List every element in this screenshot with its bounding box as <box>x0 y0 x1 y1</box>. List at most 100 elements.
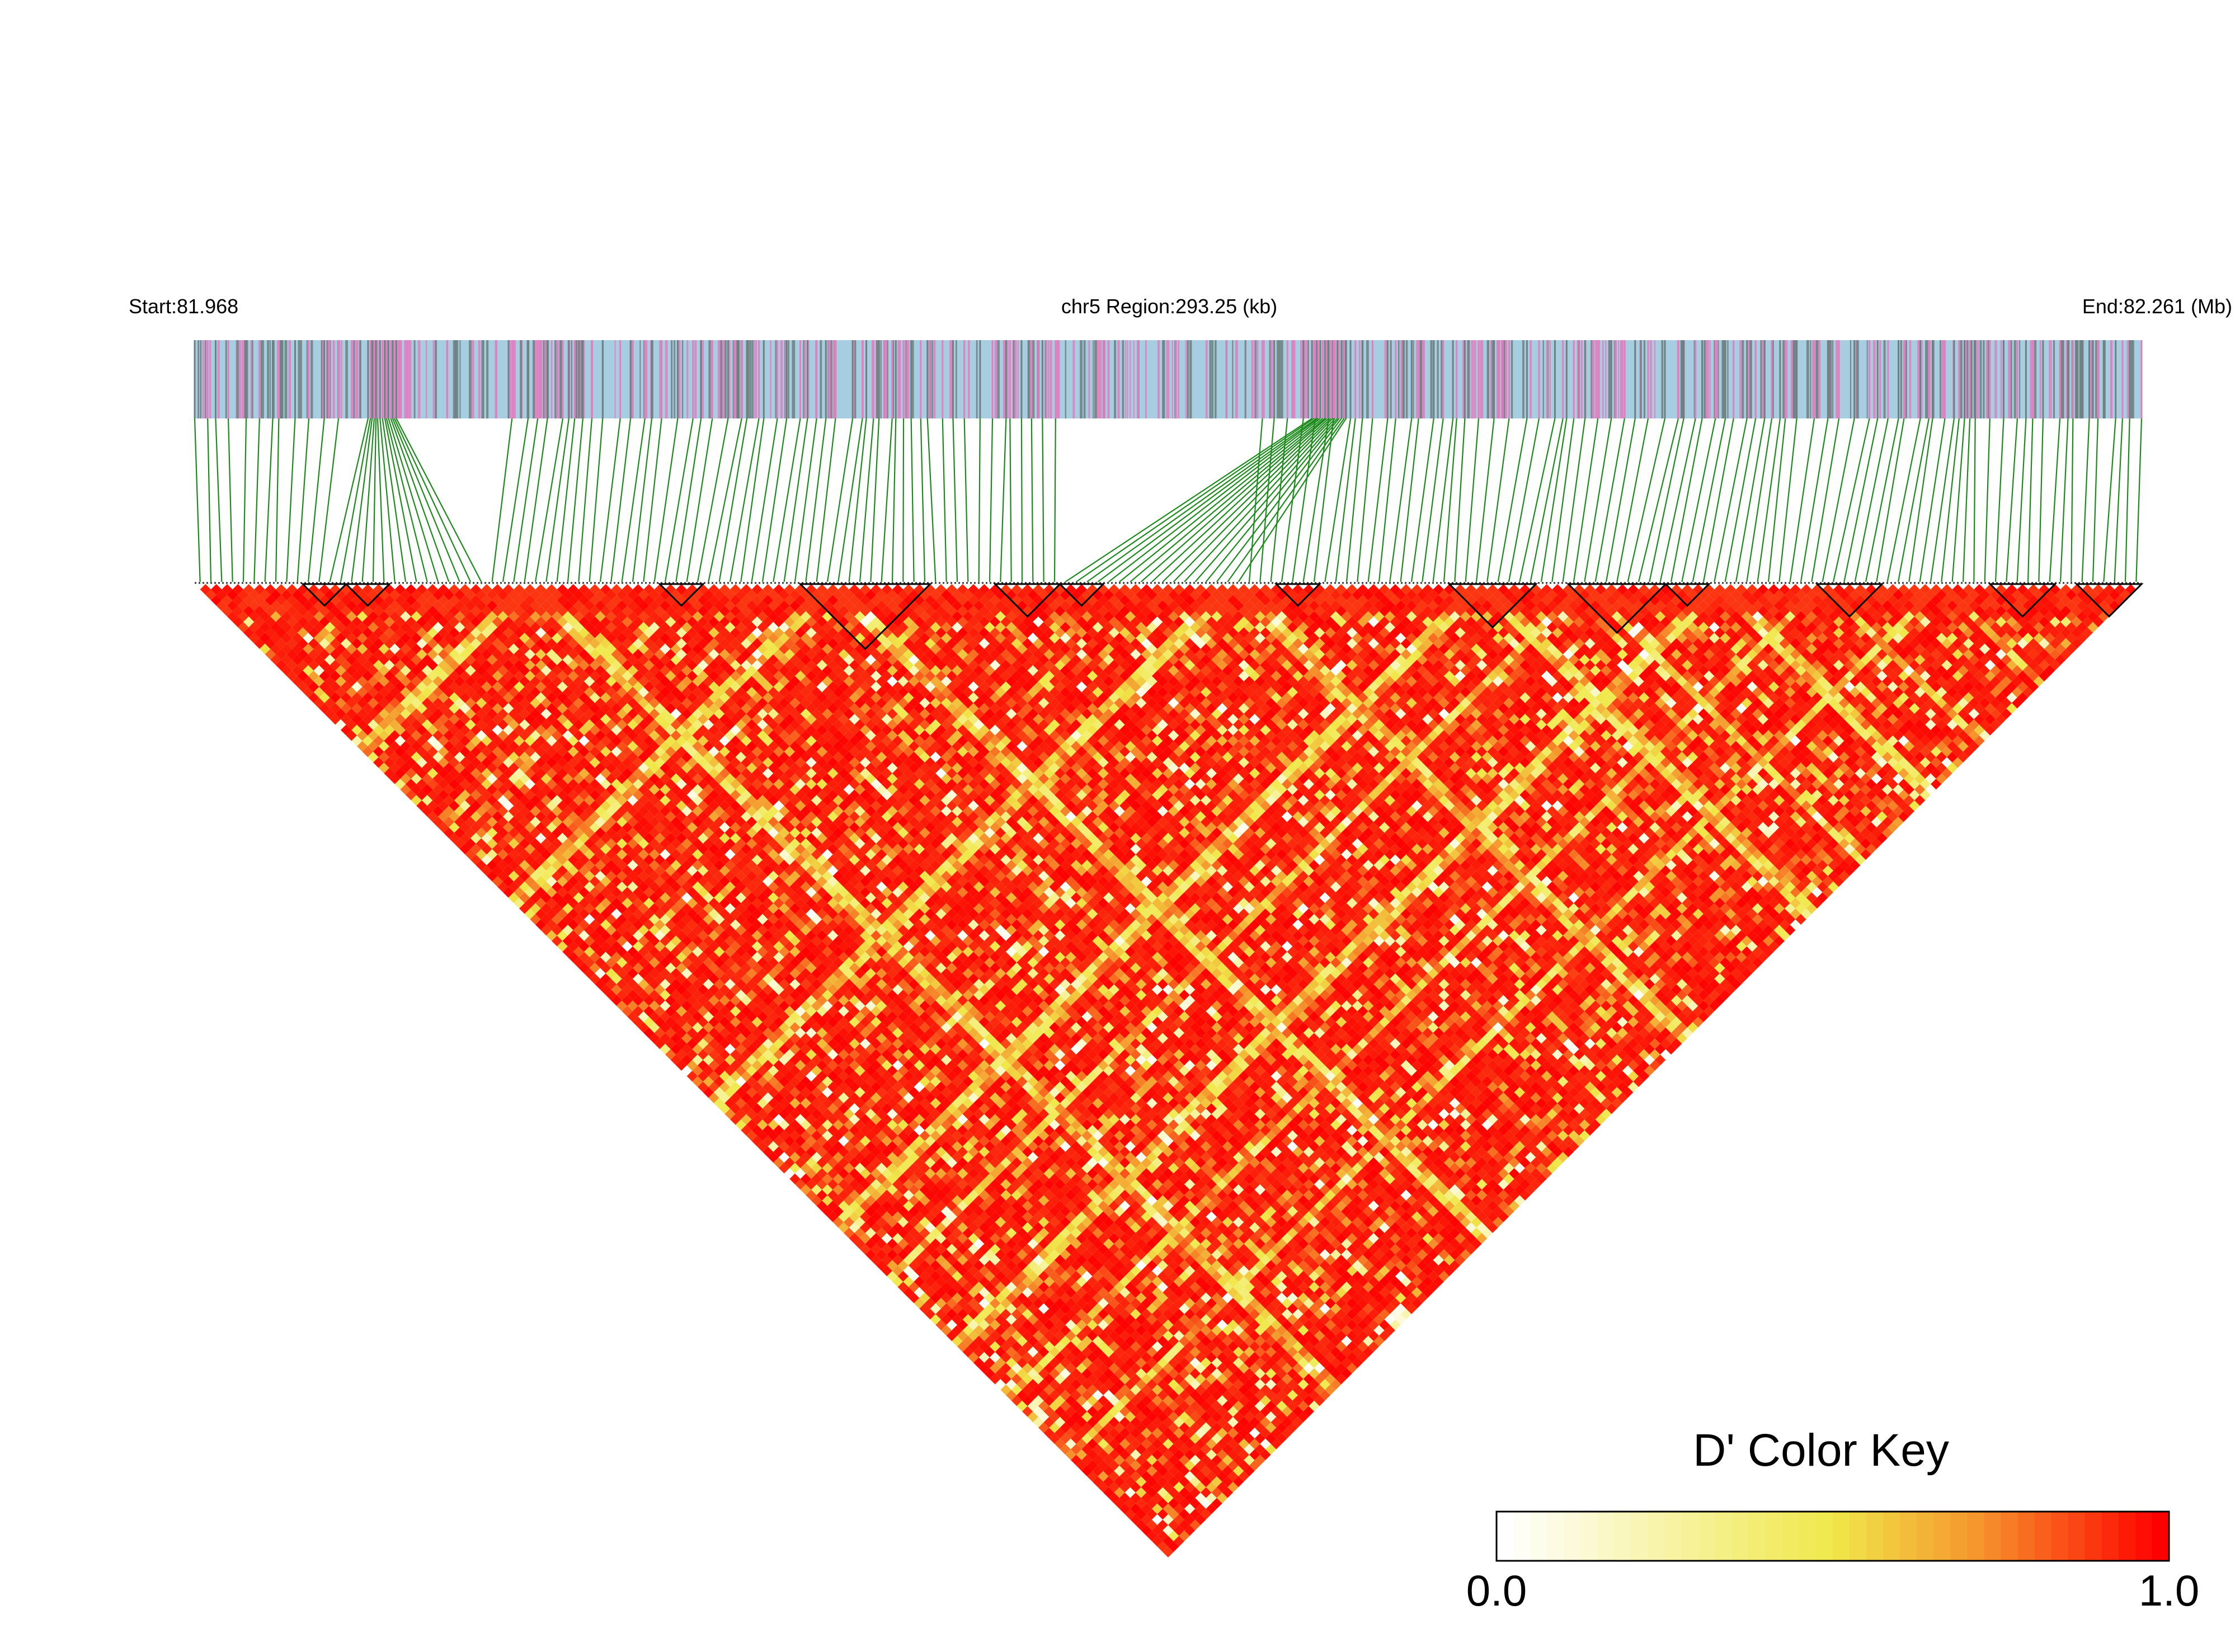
ld-cell <box>968 1352 979 1363</box>
ld-cell <box>286 627 298 638</box>
ld-cell <box>968 1319 979 1330</box>
ld-cell <box>378 730 389 741</box>
ld-cell <box>600 952 611 963</box>
ld-cell <box>589 919 600 930</box>
ld-cell <box>995 1347 1006 1358</box>
ld-cell <box>497 838 509 849</box>
ld-cell <box>865 1238 876 1249</box>
ld-cell <box>346 676 357 687</box>
ld-cell <box>984 1368 995 1379</box>
ld-cell <box>897 1238 909 1249</box>
ld-cell <box>703 1043 714 1055</box>
snp-connector-line <box>1886 418 1921 582</box>
ld-cell <box>530 870 541 882</box>
ld-cell <box>270 654 281 665</box>
ld-cell <box>952 1335 963 1347</box>
ld-cell <box>411 763 422 774</box>
ld-cell <box>605 968 617 979</box>
ld-cell <box>914 1287 925 1298</box>
ld-cell <box>481 832 492 844</box>
ld-cell <box>849 1201 860 1212</box>
ld-cell <box>394 746 406 757</box>
ld-cell <box>881 1222 892 1233</box>
ld-cell <box>557 930 568 941</box>
ld-cell <box>638 1011 649 1022</box>
snp-connector-line <box>978 418 981 582</box>
snp-connector-line <box>589 418 604 582</box>
ld-cell <box>946 1319 957 1330</box>
ld-cell <box>584 968 595 979</box>
snp-connector-line <box>718 418 748 582</box>
snp-connector-line <box>1681 418 1716 582</box>
ld-cell <box>232 595 243 606</box>
ld-cell <box>1092 1465 1103 1476</box>
ld-cell <box>330 681 341 693</box>
ld-cell <box>400 751 411 763</box>
ld-cell <box>568 919 579 930</box>
ld-cell <box>854 1238 865 1249</box>
ld-cell <box>400 784 411 795</box>
snp-connector-line <box>621 418 646 582</box>
ld-cell <box>930 1282 941 1293</box>
ld-cell <box>1114 1476 1125 1488</box>
ld-cell <box>406 757 417 768</box>
ld-cell <box>546 887 557 898</box>
ld-cell <box>887 1238 898 1249</box>
ld-cell <box>735 1119 746 1131</box>
ld-cell <box>394 735 406 746</box>
ld-cell <box>692 1055 703 1066</box>
ld-cell <box>319 703 330 714</box>
ld-cell <box>438 822 449 833</box>
ld-cell <box>844 1195 855 1206</box>
ld-cell <box>400 741 411 752</box>
ld-cell <box>384 746 395 757</box>
ld-cell <box>1006 1357 1017 1368</box>
ld-cell <box>384 735 395 746</box>
snp-connector-line <box>578 418 593 582</box>
ld-cell <box>784 1124 795 1136</box>
ld-cell <box>313 676 324 687</box>
ld-cell <box>335 708 346 719</box>
snp-connector-line <box>2135 418 2143 582</box>
ld-cell <box>670 1000 681 1011</box>
snp-connector-line <box>952 418 958 582</box>
ld-cell <box>573 946 584 957</box>
ld-cell <box>1119 1503 1131 1514</box>
ld-cell <box>514 854 525 865</box>
ld-cell <box>832 1206 844 1217</box>
ld-cell <box>227 611 238 622</box>
ld-cell <box>816 1157 827 1168</box>
ld-cell <box>984 1357 995 1368</box>
ld-cell <box>1103 1455 1114 1466</box>
ld-cell <box>822 1173 833 1184</box>
snp-connector-line <box>1465 418 1480 582</box>
snp-connector-line <box>1422 418 1444 582</box>
ld-cell <box>919 1282 930 1293</box>
ld-cell <box>1011 1384 1022 1395</box>
ld-cell <box>1173 1536 1184 1547</box>
ld-cell <box>1157 1541 1168 1552</box>
ld-cell <box>432 816 444 827</box>
ld-cell <box>941 1325 952 1336</box>
ld-cell <box>540 892 552 903</box>
ld-cell <box>573 903 584 914</box>
ld-cell <box>497 881 509 892</box>
ld-cell <box>1108 1460 1119 1471</box>
ld-cell <box>757 1141 768 1152</box>
ld-cell <box>692 1043 703 1055</box>
snp-connector-line <box>275 418 280 582</box>
ld-cell <box>724 1055 736 1066</box>
ld-cell <box>735 1108 746 1119</box>
ld-cell <box>622 995 633 1006</box>
ld-cell <box>373 724 384 736</box>
ld-cell <box>1092 1476 1103 1488</box>
ld-cell <box>935 1319 947 1330</box>
snp-connector-line <box>1443 418 1457 582</box>
snp-connector-line <box>1497 418 1528 582</box>
snp-connector-line <box>1984 418 1991 582</box>
ld-cell <box>1043 1406 1055 1417</box>
ld-cell <box>1033 1406 1044 1417</box>
snp-connector-line <box>1302 418 1330 582</box>
ld-cell <box>832 1217 844 1228</box>
ld-cell <box>692 1065 703 1076</box>
